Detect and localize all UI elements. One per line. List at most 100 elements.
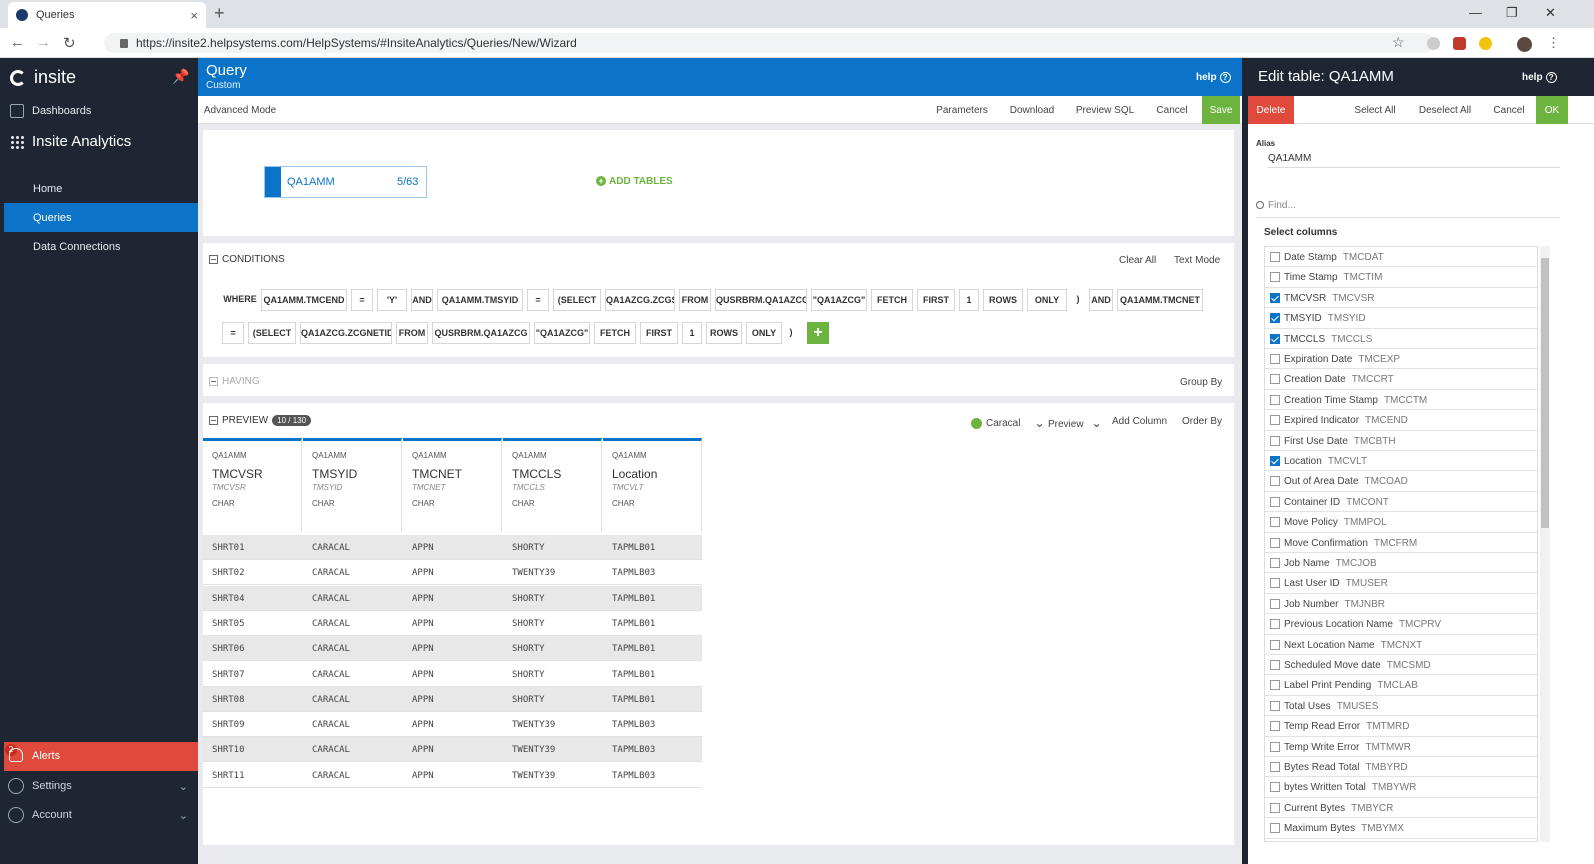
column-list-item[interactable]: Job Name TMCJOB (1265, 553, 1537, 574)
preview-dropdown[interactable]: Preview ⌄ (1048, 416, 1102, 430)
reload-icon[interactable]: ↻ (63, 35, 76, 52)
condition-token[interactable]: QUSRBRM.QA1AZCG (715, 289, 807, 311)
preview-column-header[interactable]: QA1AMM TMCVSR TMCVSR CHAR (203, 438, 302, 532)
column-list-item[interactable]: Bytes Read Total TMBYRD (1265, 757, 1537, 778)
column-checkbox[interactable] (1270, 762, 1280, 772)
alias-field[interactable]: QA1AMM (1268, 153, 1560, 168)
table-row[interactable]: SHRT02 CARACAL APPN TWENTY39 TAPMLB03 (203, 560, 702, 586)
column-checkbox[interactable] (1270, 456, 1280, 466)
column-checkbox[interactable] (1270, 639, 1280, 650)
column-checkbox[interactable] (1270, 660, 1280, 670)
expand-icon[interactable] (209, 377, 218, 386)
find-input[interactable]: Find... (1256, 200, 1560, 218)
column-list-item[interactable]: Container ID TMCONT (1265, 492, 1537, 513)
column-checkbox[interactable] (1270, 578, 1280, 589)
help-link[interactable]: help? (1196, 72, 1231, 83)
conditions-header[interactable]: CONDITIONS (209, 254, 285, 265)
condition-token[interactable]: FETCH (871, 289, 913, 311)
forward-icon[interactable]: → (36, 34, 51, 51)
table-name[interactable]: QA1AMM (287, 176, 335, 188)
condition-token[interactable]: FIRST (640, 322, 678, 344)
column-checkbox[interactable] (1270, 313, 1280, 324)
condition-token[interactable]: ONLY (1027, 289, 1067, 311)
column-checkbox[interactable] (1270, 823, 1280, 834)
condition-token[interactable]: AND (1089, 289, 1113, 311)
column-list-scrollbar[interactable] (1540, 246, 1550, 842)
help-link[interactable]: help? (1522, 72, 1557, 83)
column-checkbox[interactable] (1270, 496, 1280, 507)
column-list-item[interactable]: Current Bytes TMBYCR (1265, 798, 1537, 819)
back-icon[interactable]: ← (10, 34, 25, 51)
column-list-item[interactable]: Expired Indicator TMCEND (1265, 410, 1537, 431)
column-checkbox[interactable] (1270, 252, 1280, 262)
column-checkbox[interactable] (1270, 537, 1280, 548)
delete-button[interactable]: Delete (1248, 96, 1294, 124)
column-list-item[interactable]: TMSYID TMSYID (1265, 308, 1537, 329)
column-list-item[interactable]: Out of Area Date TMCOAD (1265, 471, 1537, 492)
having-header[interactable]: HAVING (209, 376, 260, 387)
column-list-item[interactable]: Date Stamp TMCDAT (1265, 247, 1537, 268)
condition-token[interactable]: AND (411, 289, 433, 311)
select-all-button[interactable]: Select All (1354, 105, 1396, 116)
column-checkbox[interactable] (1270, 476, 1280, 487)
preview-sql-button[interactable]: Preview SQL (1075, 105, 1135, 116)
column-list-item[interactable]: Last User ID TMUSER (1265, 573, 1537, 594)
preview-column-header[interactable]: QA1AMM TMCCLS TMCCLS CHAR (503, 438, 602, 532)
column-list-item[interactable]: Creation Time Stamp TMCCTM (1265, 390, 1537, 411)
table-row[interactable]: SHRT05 CARACAL APPN SHORTY TAPMLB01 (203, 611, 702, 636)
column-checkbox[interactable] (1270, 394, 1280, 405)
sidebar-item-dashboards[interactable]: Dashboards (10, 104, 91, 118)
condition-token[interactable]: (SELECT (248, 322, 296, 344)
save-button[interactable]: Save (1202, 96, 1240, 124)
condition-token[interactable]: = (222, 322, 244, 344)
add-column-button[interactable]: Add Column (1112, 416, 1168, 427)
column-list-item[interactable]: Label Print Pending TMCLAB (1265, 675, 1537, 696)
column-list-item[interactable]: Time Stamp TMCTIM (1265, 267, 1537, 288)
table-row[interactable]: SHRT01 CARACAL APPN SHORTY TAPMLB01 (203, 535, 702, 560)
table-row[interactable]: SHRT10 CARACAL APPN TWENTY39 TAPMLB03 (203, 737, 702, 763)
column-list-item[interactable]: bytes Written Total TMBYWR (1265, 777, 1537, 798)
add-tables-button[interactable]: + ADD TABLES (596, 176, 673, 187)
condition-token[interactable]: QA1AZCG.ZCGNETID (300, 322, 392, 344)
condition-token[interactable]: "QA1AZCG" (811, 289, 867, 311)
column-list-item[interactable]: Next Location Name TMCNXT (1265, 635, 1537, 655)
column-checkbox[interactable] (1270, 354, 1280, 364)
condition-token[interactable]: 1 (959, 289, 979, 311)
extension-icon[interactable] (1427, 37, 1440, 50)
column-checkbox[interactable] (1270, 700, 1280, 711)
condition-token[interactable]: 1 (682, 322, 702, 344)
bookmark-star-icon[interactable]: ☆ (1392, 34, 1405, 50)
collapse-icon[interactable] (209, 416, 218, 425)
group-by-button[interactable]: Group By (1180, 377, 1223, 388)
column-list-item[interactable]: TMCCLS TMCCLS (1265, 329, 1537, 349)
collapse-icon[interactable] (209, 255, 218, 264)
ok-button[interactable]: OK (1536, 96, 1568, 124)
column-list-item[interactable]: Scheduled Move date TMCSMD (1265, 655, 1537, 676)
column-checkbox[interactable] (1270, 721, 1280, 732)
data-connection-selector[interactable]: Caracal ⌄ (971, 416, 1045, 430)
table-row[interactable]: SHRT07 CARACAL APPN SHORTY TAPMLB01 (203, 662, 702, 687)
condition-token[interactable]: QA1AMM.TMCEND (261, 289, 347, 311)
table-row[interactable]: SHRT04 CARACAL APPN SHORTY TAPMLB01 (203, 585, 702, 611)
column-checkbox[interactable] (1270, 517, 1280, 528)
column-checkbox[interactable] (1270, 415, 1280, 426)
column-checkbox[interactable] (1270, 680, 1280, 691)
column-list-item[interactable]: Maximum Bytes TMBYMX (1265, 818, 1537, 839)
table-row[interactable]: SHRT09 CARACAL APPN TWENTY39 TAPMLB03 (203, 712, 702, 738)
extension-icon[interactable] (1479, 37, 1492, 50)
app-title[interactable]: Insite Analytics (10, 133, 131, 150)
parameters-button[interactable]: Parameters (936, 105, 988, 116)
browser-tab[interactable]: Queries × (8, 2, 206, 28)
condition-token[interactable]: (SELECT (553, 289, 601, 311)
column-list-item[interactable]: Creation Date TMCCRT (1265, 369, 1537, 390)
preview-column-header[interactable]: QA1AMM TMCNET TMCNET CHAR (403, 438, 502, 532)
column-checkbox[interactable] (1270, 292, 1280, 303)
column-checkbox[interactable] (1270, 272, 1280, 283)
sidebar-item-settings[interactable]: Settings ⌄ (8, 778, 188, 794)
column-list-item[interactable]: Job Number TMJNBR (1265, 594, 1537, 615)
browser-menu-icon[interactable]: ⋮ (1547, 35, 1560, 50)
order-by-button[interactable]: Order By (1182, 416, 1223, 427)
column-list-item[interactable]: Temp Write Error TMTMWR (1265, 737, 1537, 757)
close-window-icon[interactable]: ✕ (1545, 5, 1556, 20)
restore-icon[interactable]: ❐ (1506, 5, 1518, 20)
